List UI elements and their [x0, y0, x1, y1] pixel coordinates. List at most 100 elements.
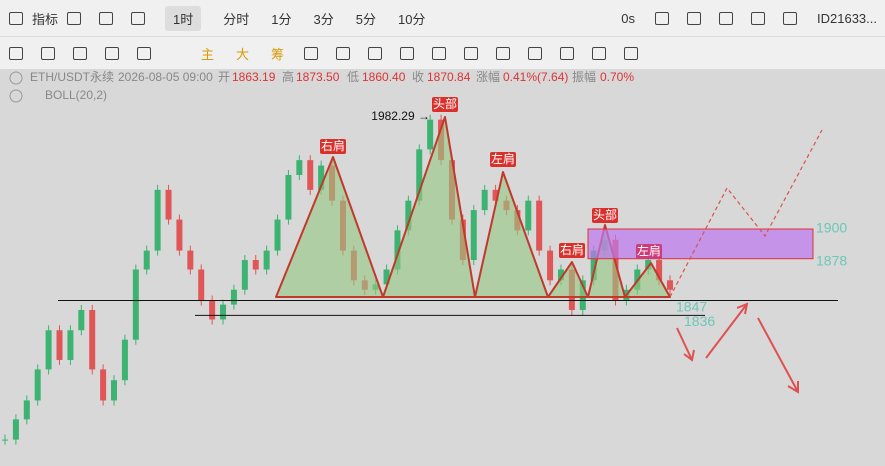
- collapse-icon[interactable]: [9, 71, 23, 85]
- label: 开: [218, 70, 230, 84]
- candle: [470, 210, 477, 261]
- icon: [131, 11, 146, 25]
- arrow-head: [736, 302, 749, 315]
- icon[interactable]: [9, 46, 23, 60]
- interval[interactable]: 10分: [397, 11, 426, 27]
- icon[interactable]: [528, 46, 543, 60]
- icon[interactable]: [560, 46, 575, 60]
- mode[interactable]: 主: [201, 46, 215, 62]
- icon[interactable]: [304, 46, 319, 60]
- candle: [2, 439, 8, 441]
- candle: [12, 419, 19, 440]
- candle: [274, 219, 281, 251]
- icon: [9, 11, 23, 25]
- icon[interactable]: [687, 11, 701, 25]
- arrows: [676, 302, 799, 394]
- icon: [67, 11, 82, 25]
- candle: [220, 304, 227, 320]
- icon[interactable]: [751, 11, 765, 25]
- icon[interactable]: [105, 46, 119, 60]
- label: 收: [412, 70, 424, 84]
- candle: [667, 280, 673, 290]
- dashed-path: [669, 129, 823, 298]
- level-label: 1847: [676, 298, 707, 314]
- candle: [481, 189, 488, 211]
- label-bg: [320, 139, 346, 154]
- pattern-label: 左肩: [491, 151, 515, 166]
- level-label: 1878: [816, 252, 847, 268]
- interval[interactable]: 1分: [271, 11, 292, 27]
- icon[interactable]: [336, 46, 351, 60]
- label: 低: [347, 70, 359, 84]
- arrow-head: [787, 381, 799, 394]
- icon[interactable]: [624, 46, 639, 60]
- candle: [100, 369, 107, 401]
- candle: [78, 310, 85, 331]
- arrow: [676, 327, 693, 361]
- indicator-label: BOLL(20,2): [45, 88, 107, 102]
- icon[interactable]: [41, 46, 55, 60]
- candle: [154, 189, 161, 251]
- high-marker: 1982.29 →: [371, 109, 430, 123]
- account[interactable]: ID21633...: [817, 10, 877, 26]
- icon[interactable]: [73, 46, 87, 60]
- interval-list: 分时 1分 3分 5分 10分: [212, 9, 436, 28]
- interval[interactable]: 分时: [223, 11, 250, 27]
- candle: [318, 165, 325, 190]
- arrow: [705, 303, 748, 359]
- chart: ETH/USDT永续 2026-08-05 09:00 开 1863.19 高 …: [2, 69, 847, 445]
- value: 1870.84: [427, 70, 471, 84]
- icon[interactable]: [592, 46, 607, 60]
- triangle: [474, 171, 549, 298]
- candle: [536, 200, 543, 251]
- candle: [405, 200, 412, 231]
- value: 0.70%: [600, 70, 634, 84]
- interval[interactable]: 3分: [313, 11, 334, 27]
- triangle: [275, 156, 384, 298]
- collapse-icon[interactable]: [9, 89, 23, 103]
- icon[interactable]: [464, 46, 479, 60]
- candle: [241, 260, 248, 290]
- candle: [383, 269, 390, 285]
- arrow: [757, 317, 799, 393]
- value: 1863.19: [232, 70, 276, 84]
- arrow-head: [683, 349, 695, 362]
- value: 0.41%(7.64): [503, 70, 568, 84]
- icon[interactable]: [432, 46, 447, 60]
- value: 1873.50: [296, 70, 340, 84]
- candle: [525, 200, 532, 231]
- candle: [23, 400, 30, 420]
- zone-box: [587, 228, 814, 260]
- icon[interactable]: [400, 46, 415, 60]
- symbol: ETH/USDT永续: [30, 70, 114, 84]
- label-bg: [636, 244, 662, 259]
- icon[interactable]: [783, 11, 797, 25]
- interval-active[interactable]: 1时: [165, 5, 202, 31]
- indicator-button[interactable]: 指标: [32, 11, 59, 27]
- candle: [645, 260, 652, 270]
- icon[interactable]: [496, 46, 511, 60]
- mode[interactable]: 筹: [271, 46, 285, 62]
- mode-list: 主大筹: [190, 44, 295, 63]
- icon[interactable]: [137, 46, 151, 60]
- label: 高: [282, 69, 294, 84]
- timer[interactable]: 0s: [621, 10, 635, 26]
- icon[interactable]: [368, 46, 383, 60]
- candle: [56, 330, 63, 360]
- candle: [111, 380, 118, 401]
- level-label: 1900: [816, 220, 847, 236]
- triangle: [587, 224, 626, 298]
- candle: [132, 269, 139, 340]
- mode[interactable]: 大: [236, 46, 250, 62]
- time: 2026-08-05 09:00: [118, 70, 213, 84]
- candle: [176, 219, 183, 251]
- interval[interactable]: 5分: [355, 11, 376, 27]
- pattern-label: 右肩: [560, 242, 584, 257]
- candle: [394, 230, 401, 270]
- icon[interactable]: [719, 11, 733, 25]
- icon[interactable]: [655, 11, 669, 25]
- value: 1860.40: [362, 70, 406, 84]
- pattern-label: 左肩: [637, 243, 661, 258]
- candle: [557, 269, 564, 281]
